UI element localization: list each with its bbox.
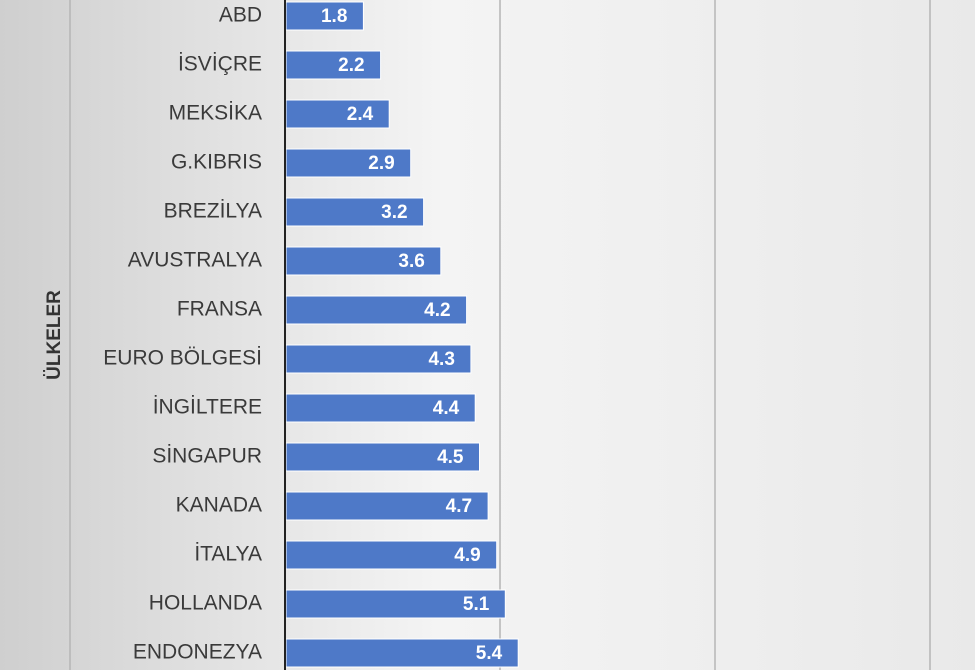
- bar: [285, 442, 480, 472]
- category-label: İNGİLTERE: [153, 396, 262, 419]
- value-label: 4.7: [446, 496, 472, 517]
- category-label: AVUSTRALYA: [128, 249, 262, 272]
- value-label: 4.5: [437, 447, 464, 468]
- bar: [285, 491, 489, 521]
- category-label: HOLLANDA: [149, 592, 262, 615]
- category-label: SİNGAPUR: [152, 445, 262, 468]
- bar: [285, 393, 476, 423]
- value-label: 5.4: [476, 643, 503, 664]
- value-label: 4.9: [454, 545, 480, 566]
- value-label: 2.4: [347, 104, 374, 125]
- bar: [285, 540, 498, 570]
- y-axis-title: ÜLKELER: [44, 290, 65, 380]
- value-label: 2.9: [368, 153, 394, 174]
- category-labels: ABD İSVİÇRE MEKSİKA G.KIBRIS BREZİLYA AVUSTRA…: [103, 4, 262, 664]
- bar: [285, 638, 519, 668]
- category-label: ENDONEZYA: [133, 641, 262, 664]
- bar: [285, 148, 412, 178]
- value-label: 1.8: [321, 6, 347, 27]
- value-label: 2.2: [338, 55, 364, 76]
- category-label: BREZİLYA: [164, 200, 262, 223]
- bar: [285, 197, 425, 227]
- value-label: 4.4: [433, 398, 460, 419]
- value-labels: 1.8 2.2 2.4 2.9 3.2 3.6 4.2 4.3 4.4 4.5 4.7 4.9 5.1 5…: [321, 6, 503, 664]
- value-label: 4.3: [428, 349, 454, 370]
- value-label: 3.6: [398, 251, 424, 272]
- gridlines: [69, 0, 931, 670]
- category-label: İTALYA: [194, 543, 262, 566]
- value-label: 4.2: [424, 300, 450, 321]
- category-label: G.KIBRIS: [171, 151, 262, 174]
- category-label: MEKSİKA: [169, 102, 262, 125]
- bar: [285, 99, 390, 129]
- bar: [285, 1, 364, 31]
- category-label: İSVİÇRE: [178, 53, 262, 76]
- value-label: 3.2: [381, 202, 407, 223]
- bar: [285, 50, 382, 80]
- category-label: KANADA: [176, 494, 262, 517]
- category-label: ABD: [219, 4, 262, 27]
- category-label: EURO BÖLGESİ: [103, 347, 262, 370]
- value-label: 5.1: [463, 594, 490, 615]
- bars: [285, 1, 519, 668]
- category-label: FRANSA: [177, 298, 262, 321]
